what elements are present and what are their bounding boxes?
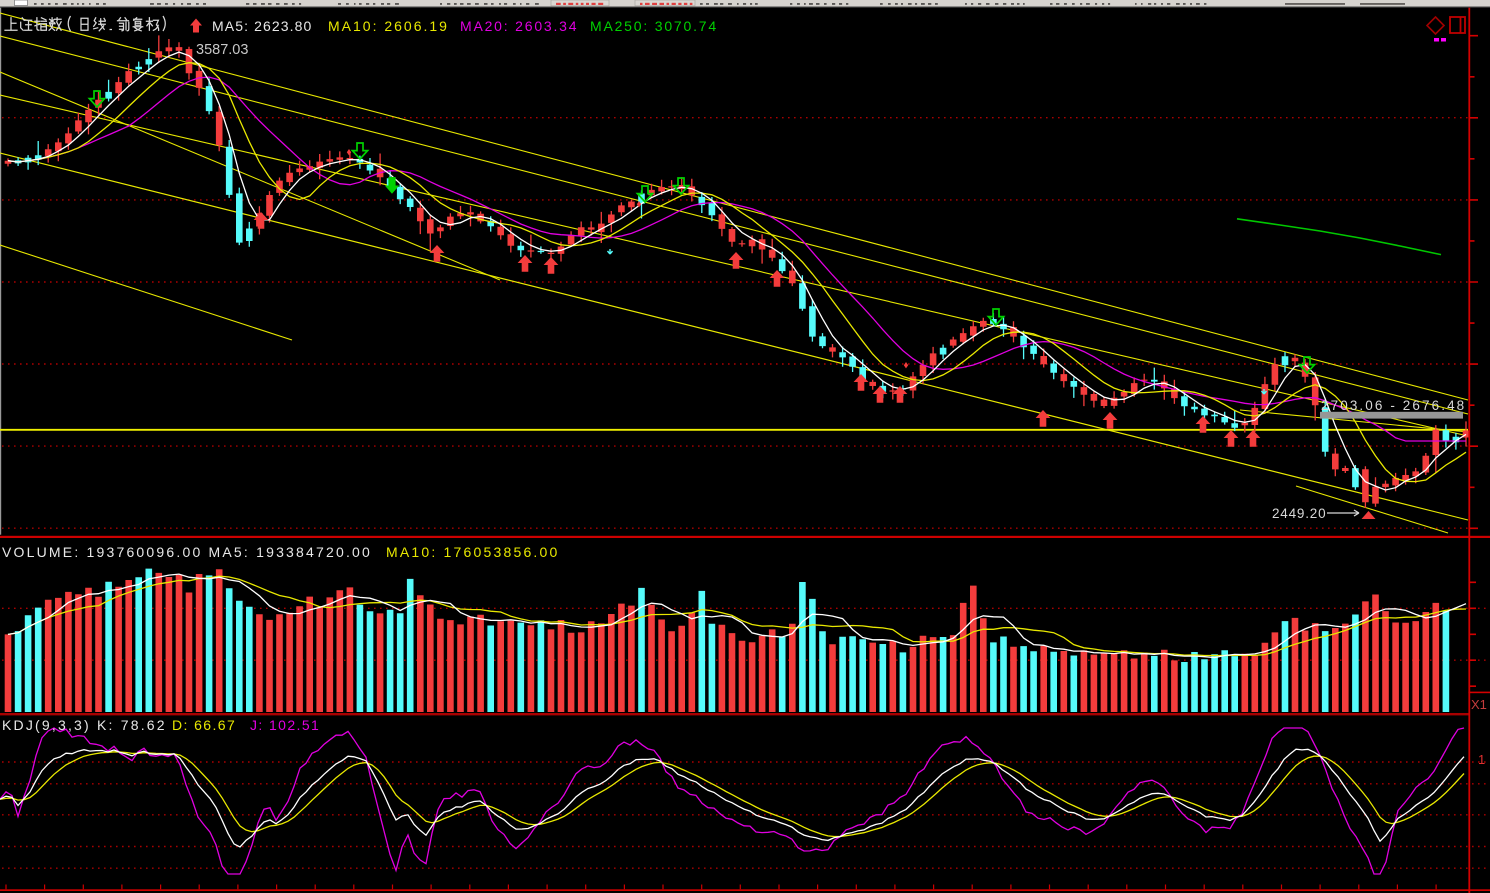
- svg-text:1: 1: [1478, 752, 1485, 767]
- svg-text:2703.06 - 2676.48: 2703.06 - 2676.48: [1321, 398, 1466, 413]
- svg-text:2449.20: 2449.20: [1272, 506, 1326, 521]
- svg-text:J: 102.51: J: 102.51: [250, 717, 320, 733]
- svg-text:VOLUME: 193760096.00 MA5: 193: VOLUME: 193760096.00 MA5: 193384720.00: [2, 544, 372, 560]
- svg-text:MA10: 176053856.00: MA10: 176053856.00: [386, 544, 560, 560]
- svg-text:MA5: 2623.80: MA5: 2623.80: [212, 18, 312, 34]
- svg-text:D: 66.67: D: 66.67: [172, 717, 236, 733]
- svg-text:3587.03: 3587.03: [196, 42, 248, 58]
- svg-text:MA10: 2606.19: MA10: 2606.19: [328, 18, 449, 34]
- svg-text:MA20: 2603.34: MA20: 2603.34: [460, 18, 578, 34]
- svg-text:X1: X1: [1471, 697, 1487, 712]
- svg-text:MA250: 3070.74: MA250: 3070.74: [590, 18, 718, 34]
- svg-text:KDJ(9,3,3) K: 78.62: KDJ(9,3,3) K: 78.62: [2, 717, 167, 733]
